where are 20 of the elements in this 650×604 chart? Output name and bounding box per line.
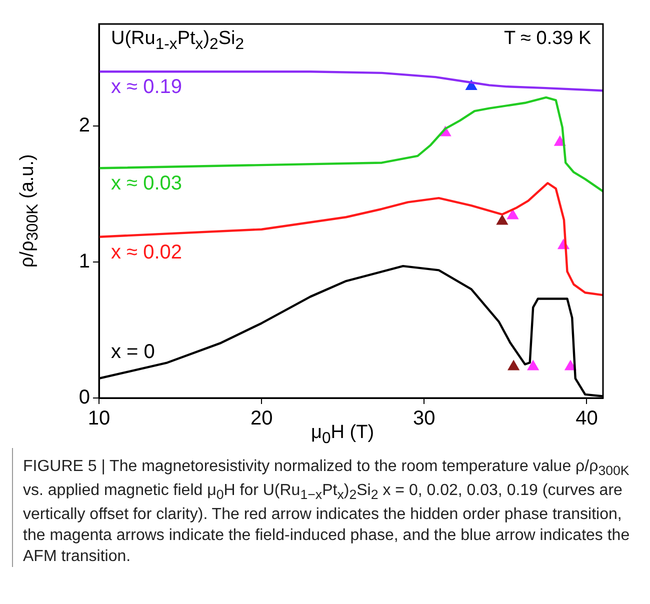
x-tick-label: 20 — [250, 408, 273, 430]
series-label: x ≈ 0.02 — [111, 241, 182, 264]
y-tick-label: 2 — [78, 114, 90, 137]
text: FIGURE 5 | The magnetoresistivity normalized to the room temperature value ρ/ρ$_{300K}$ vs. applied magnetic field μ$_{0}$H for U(Ru$_{1−x}$Pt$_{x}$)$_{2}$Si$_{2}$ x = 0, 0.02, 0.03, 0.19 (curves are vertically offset for clarity). The red arrow indicates the hidden order phase transition, the magenta arrows indicate the field-induced phase, and the blue arrow indicates the AFM transition. — [23, 458, 630, 565]
x-tick-label: 40 — [576, 408, 598, 430]
y-tick-label: 1 — [78, 250, 90, 273]
x-axis-title: μ$_{0}$H (T) — [311, 422, 374, 448]
annotation: U(Ru$_{1-x}$Pt$_{x}$)$_{2}$Si$_{2}$ — [111, 28, 244, 54]
series-label: x ≈ 0.03 — [111, 172, 182, 195]
point — [527, 360, 539, 370]
point — [496, 214, 508, 225]
series-label: x = 0 — [111, 340, 155, 363]
point — [508, 360, 520, 370]
y-tick-label: 0 — [78, 386, 90, 409]
x-tick-label: 30 — [413, 408, 436, 430]
point — [554, 136, 566, 146]
annotation: T ≈ 0.39 K — [504, 28, 592, 50]
x-tick-label: 10 — [88, 408, 110, 430]
point — [507, 209, 518, 220]
series-label: x ≈ 0.19 — [111, 76, 182, 98]
